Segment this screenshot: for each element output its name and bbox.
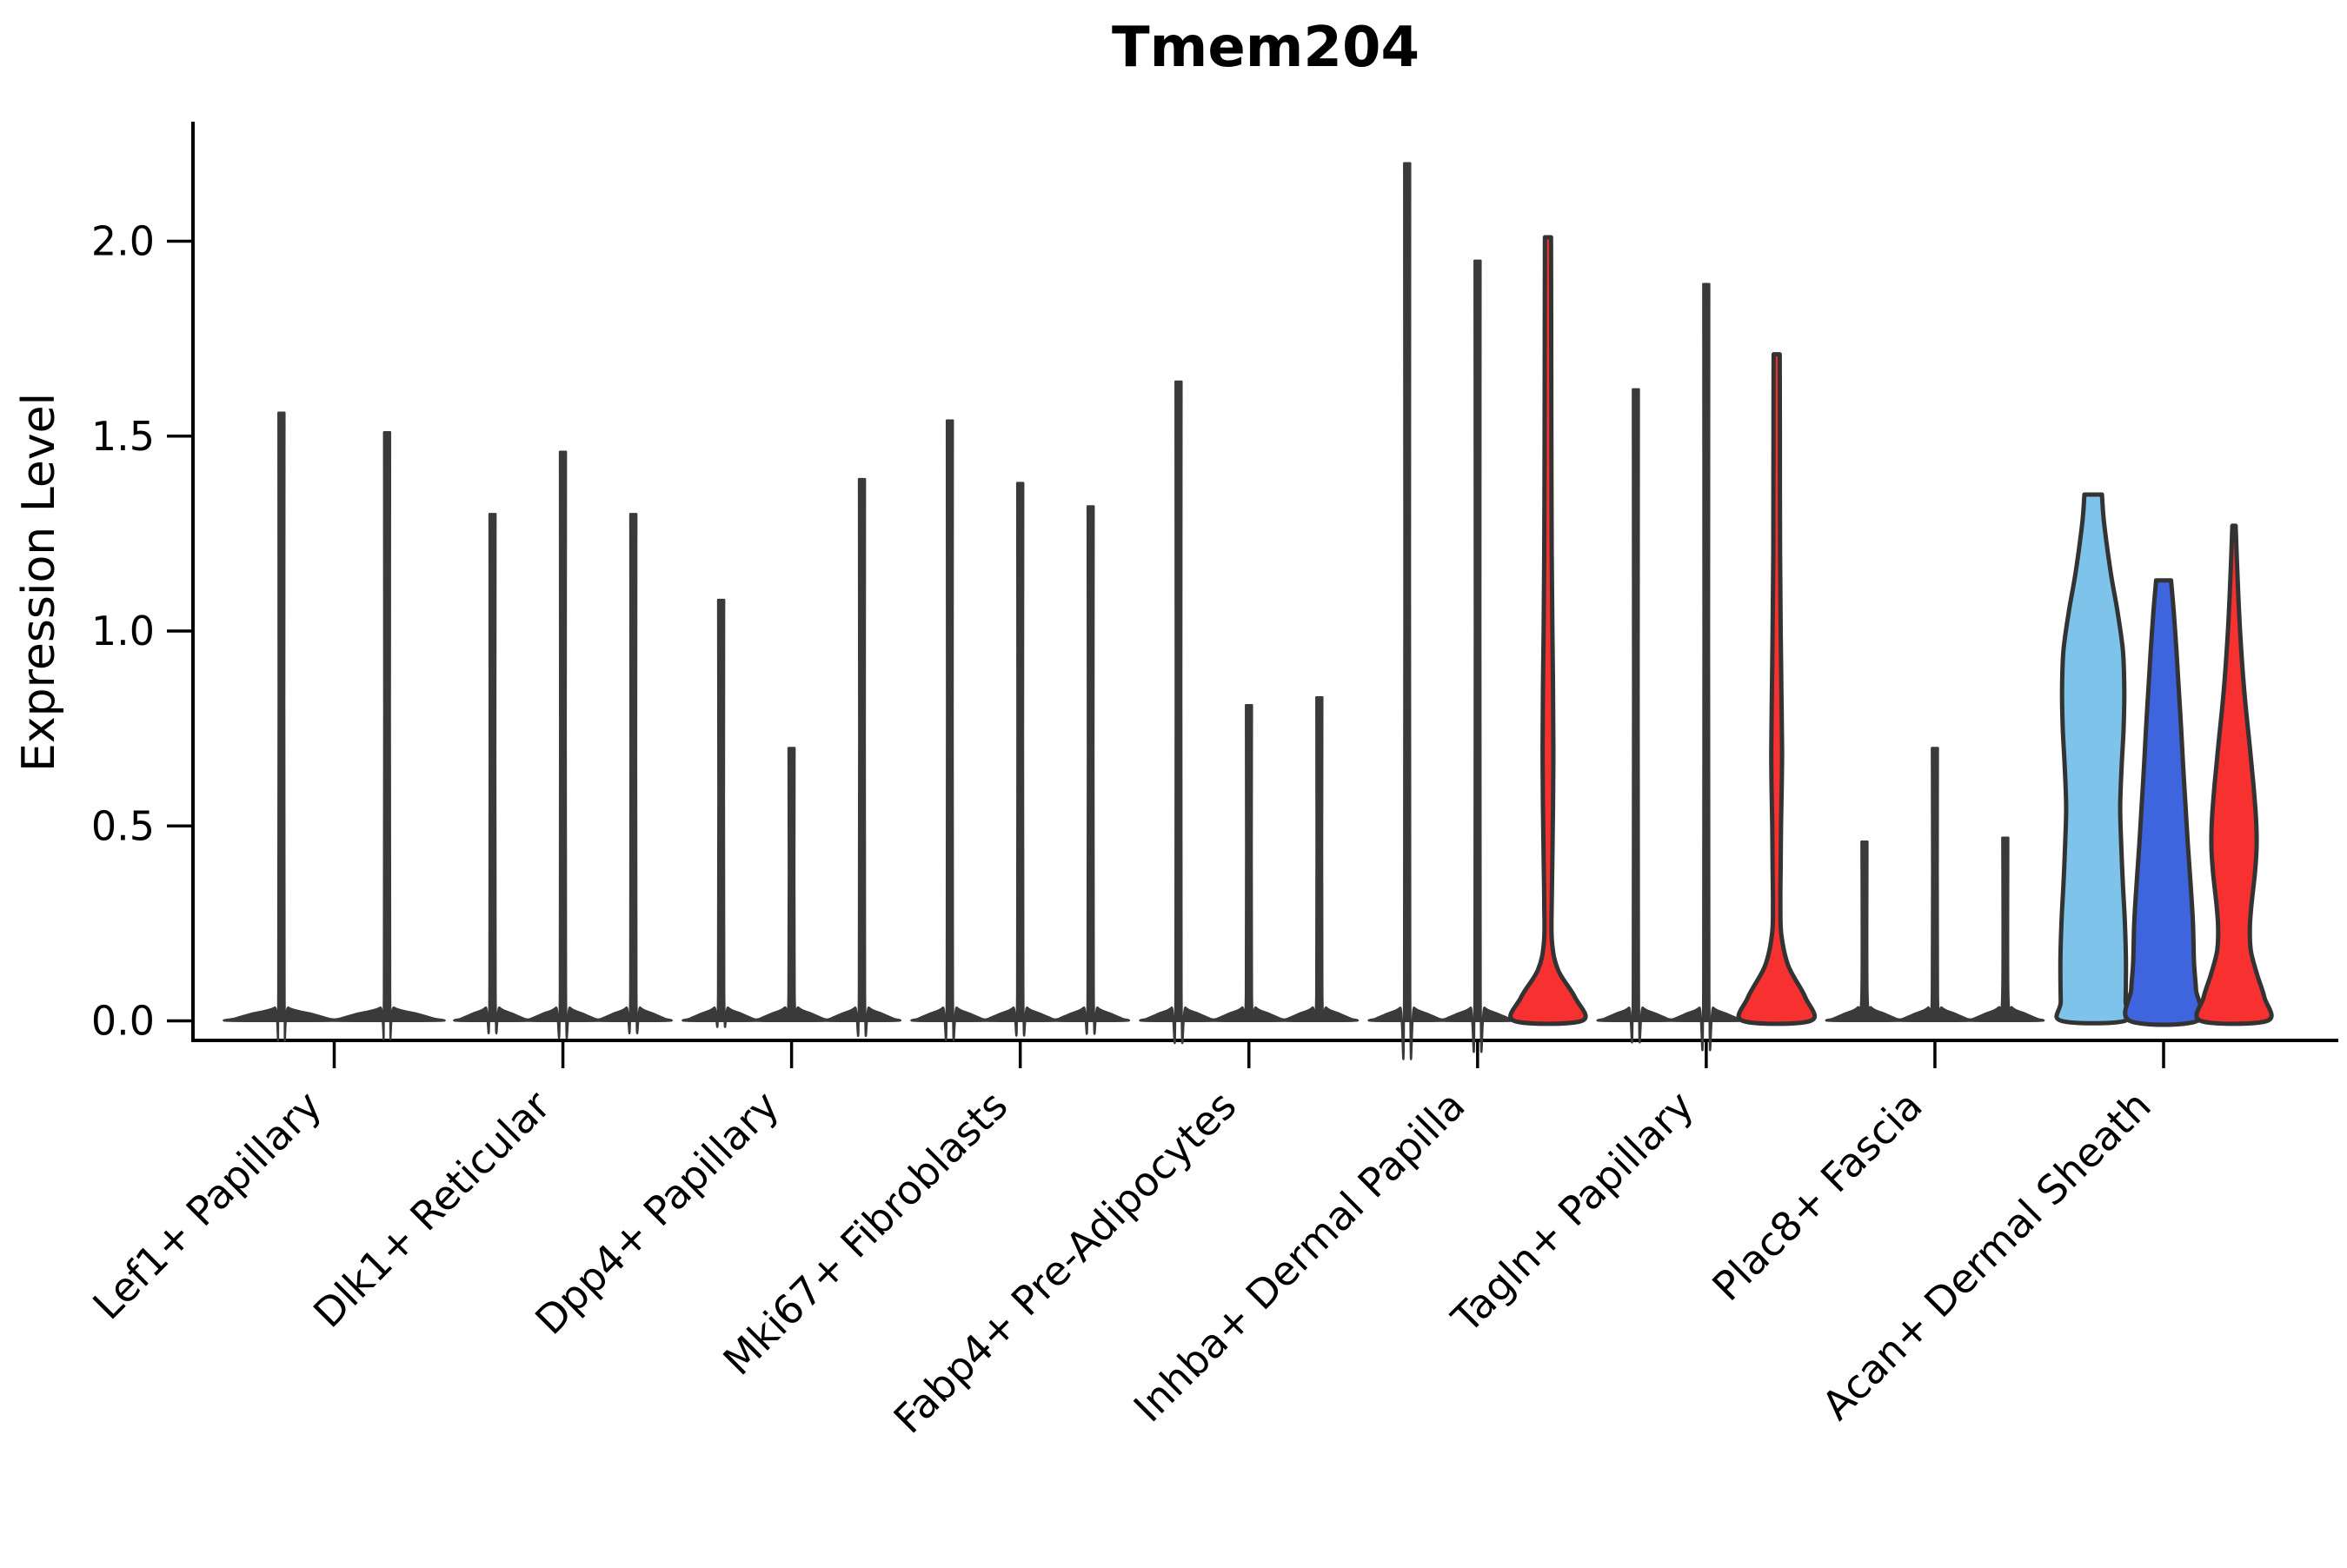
violin [2054,492,2132,1026]
violin-spike [1965,836,2045,1023]
violin-spike [1666,282,1746,1052]
violin [1736,352,1817,1027]
y-tick-label: 1.0 [91,608,155,654]
violin-spike [1895,747,1975,1023]
violin-spike [1280,695,1360,1023]
violin [2123,578,2204,1027]
violin-spike [1367,162,1447,1060]
violin-spike [681,598,761,1028]
y-tick-label: 1.5 [91,413,155,460]
x-tick-label: Dlk1+ Reticular [304,1082,559,1337]
violin-spike [1051,505,1130,1035]
violin-spike [1596,388,1676,1044]
y-tick-label: 0.5 [91,802,155,849]
y-tick-label: 2.0 [91,218,155,265]
violin-spike [910,419,989,1041]
violin-spike [523,450,602,1040]
violin-spike [1825,840,1905,1023]
violin-spike [1209,703,1289,1023]
violin [1508,235,1588,1027]
violin-spike [453,513,532,1035]
violin [2194,523,2274,1027]
x-tick-label: Dpp4+ Papillary [526,1082,788,1344]
y-axis-label: Expression Level [13,392,65,773]
x-tick-label: Plac8+ Fascia [1703,1082,1931,1310]
violin-spike [752,747,831,1023]
violin-spike [223,411,341,1042]
x-tick-label: Lef1+ Papillary [83,1082,330,1329]
violin-spike [1438,259,1518,1053]
violin-spike [328,431,446,1040]
violin-spike [1139,380,1219,1045]
violin-spike [981,482,1060,1037]
chart-title: Tmem204 [1111,16,1420,80]
violin-spike [594,513,673,1035]
violin-spike [822,477,901,1038]
x-tick-label: Tagln+ Papillary [1442,1082,1703,1343]
y-tick-label: 0.0 [91,998,155,1045]
